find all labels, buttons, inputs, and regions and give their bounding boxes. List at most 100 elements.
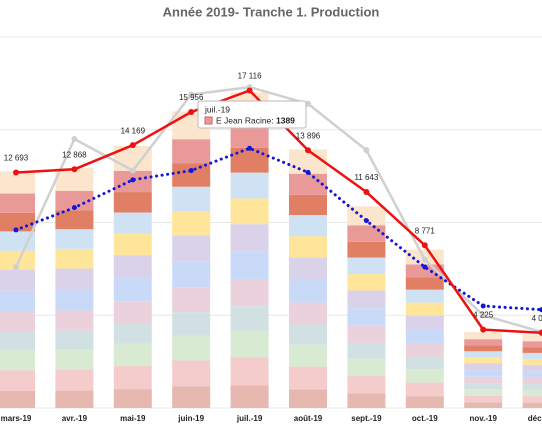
bar-segment: [55, 229, 94, 249]
tooltip-title: juil.-19: [204, 104, 230, 114]
data-label: 4 056: [532, 314, 542, 323]
bar-segment: [522, 371, 542, 378]
bar-segment: [464, 376, 503, 384]
line-point: [480, 326, 487, 333]
bar-segment: [0, 269, 35, 291]
bar-segment: [230, 357, 269, 386]
bar-segment: [172, 335, 211, 361]
bar-segment: [0, 370, 35, 391]
line-point: [247, 145, 253, 151]
line-point: [13, 169, 19, 176]
x-tick-label: mars-19: [1, 414, 32, 423]
bar-segment: [464, 389, 503, 396]
bar-segment: [347, 308, 386, 326]
bar-segment: [55, 289, 94, 311]
line-point: [305, 169, 311, 175]
bar-segment: [405, 302, 444, 316]
bar-segment: [289, 194, 327, 216]
data-label: 12 868: [62, 150, 87, 159]
line-point: [480, 312, 487, 319]
tooltip-swatch: [204, 116, 213, 125]
bar-segment: [289, 324, 327, 345]
bar-segment: [113, 233, 152, 256]
bar-segment: [289, 280, 327, 303]
bar-segment: [230, 306, 269, 331]
bar-segment: [522, 377, 542, 385]
bar-segment: [405, 289, 444, 303]
bar-segment: [172, 360, 211, 387]
bar-segment: [347, 241, 386, 258]
bar-segment: [230, 330, 269, 358]
bar-segment: [55, 349, 94, 370]
bar-segment: [464, 345, 503, 352]
line-point: [539, 307, 542, 313]
bar-segment: [347, 358, 386, 376]
line-point: [71, 136, 78, 143]
x-tick-label: août-19: [294, 414, 323, 423]
bar-segment: [522, 396, 542, 403]
bar-segment: [464, 339, 503, 346]
line-point: [246, 87, 253, 94]
bar-segment: [0, 311, 35, 332]
bar-segment: [230, 198, 269, 225]
bar-segment: [230, 224, 269, 252]
line-point: [538, 329, 542, 336]
data-label: 15 956: [179, 93, 204, 102]
labels: mars-19 avr.-19 mai-19 juin-19 juil.-19 août-…: [1, 72, 542, 424]
bar-segment: [464, 357, 503, 364]
x-tick-label: juin-19: [177, 414, 204, 423]
bar-segment: [172, 261, 211, 288]
line-point: [305, 147, 311, 154]
bar-segment: [230, 385, 269, 408]
data-label: 13 896: [296, 131, 321, 140]
bar-segment: [172, 163, 211, 187]
line-point: [363, 189, 370, 196]
data-label: 14 169: [121, 126, 146, 135]
bar-segment: [172, 186, 211, 211]
bar-segment: [172, 235, 211, 262]
data-label: 8 771: [415, 226, 436, 235]
bar-segment: [347, 342, 386, 359]
bar-segment: [289, 389, 327, 408]
bar-segment: [113, 323, 152, 344]
bar-segment: [522, 334, 542, 342]
line-point: [71, 166, 78, 173]
bar-segment: [347, 225, 386, 242]
bar-segment: [55, 168, 94, 191]
x-tick-label: nov.-19: [469, 414, 497, 423]
line-point: [71, 205, 77, 211]
bar-segment: [464, 370, 503, 377]
bar-segment: [405, 369, 444, 383]
bar-segment: [405, 343, 444, 357]
bar-segment: [55, 268, 94, 290]
bar-segment: [113, 212, 152, 234]
x-tick-label: oct.-19: [412, 414, 438, 423]
bar-segment: [55, 390, 94, 408]
bar-segment: [289, 302, 327, 325]
line-point: [421, 242, 428, 249]
bar-segment: [0, 390, 35, 408]
bar-segment: [522, 389, 542, 397]
bar-segment: [230, 251, 269, 280]
bar-segment: [347, 274, 386, 291]
bar-segment: [464, 383, 503, 390]
bar-segment: [405, 382, 444, 397]
bar-segment: [55, 248, 94, 269]
bar-segment: [347, 393, 386, 408]
bar-segment: [0, 171, 35, 194]
data-label: 11 643: [354, 173, 378, 182]
line-point: [188, 109, 195, 116]
bar-segment: [347, 325, 386, 343]
line-point: [188, 91, 195, 98]
bar-segment: [172, 210, 211, 236]
tooltip-box: [197, 100, 307, 129]
bar-segment: [405, 277, 444, 290]
bar-segment: [522, 341, 542, 348]
bar-segment: [172, 312, 211, 336]
lines: [13, 84, 542, 336]
bar-segment: [0, 193, 35, 213]
bar-segment: [405, 396, 444, 408]
bar-segment: [522, 364, 542, 372]
